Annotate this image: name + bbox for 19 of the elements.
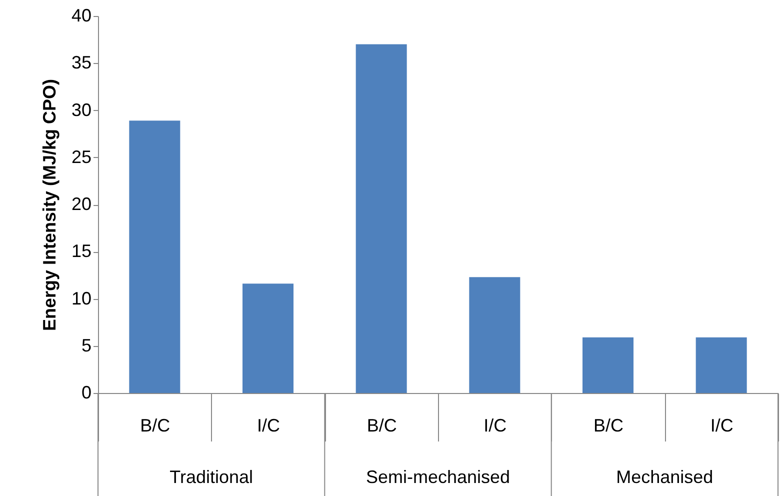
text: Traditional: [170, 467, 254, 487]
x-tick-label: B/C: [140, 416, 170, 436]
y-tick-label: 0: [81, 382, 92, 402]
y-tick-label: 40: [71, 6, 92, 26]
x-tick-label: I/C: [256, 416, 280, 436]
x-tick-label: B/C: [366, 416, 397, 436]
x-tick-label: B/C: [593, 416, 624, 436]
text: Semi-mechanised: [366, 467, 510, 487]
x-tick-label: I/C: [484, 416, 507, 436]
y-tick-label: 30: [71, 100, 92, 120]
y-tick-label: 25: [71, 146, 92, 167]
y-tick-label: 5: [81, 335, 92, 356]
y-tick-label: 15: [71, 241, 92, 262]
y-tick-label: 20: [71, 194, 92, 214]
y-tick-label: 10: [71, 288, 92, 308]
x-tick-label: I/C: [710, 416, 734, 436]
y-tick-label: 35: [71, 52, 92, 73]
y-axis-title: Energy Intensity (MJ/kg CPO): [39, 78, 60, 332]
text: Mechanised: [616, 467, 714, 487]
